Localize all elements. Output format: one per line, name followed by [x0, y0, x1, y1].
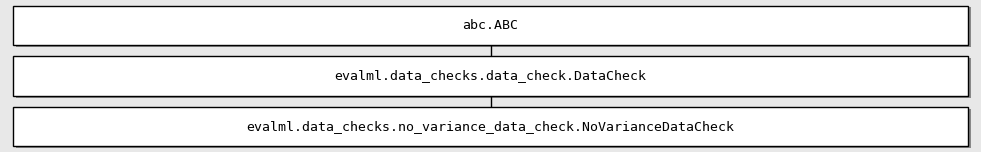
FancyBboxPatch shape [16, 7, 971, 47]
FancyBboxPatch shape [13, 6, 968, 45]
Text: evalml.data_checks.data_check.DataCheck: evalml.data_checks.data_check.DataCheck [335, 69, 646, 83]
FancyBboxPatch shape [13, 107, 968, 146]
FancyBboxPatch shape [16, 109, 971, 148]
Text: evalml.data_checks.no_variance_data_check.NoVarianceDataCheck: evalml.data_checks.no_variance_data_chec… [246, 120, 735, 133]
FancyBboxPatch shape [13, 56, 968, 96]
FancyBboxPatch shape [16, 58, 971, 98]
Text: abc.ABC: abc.ABC [462, 19, 519, 32]
